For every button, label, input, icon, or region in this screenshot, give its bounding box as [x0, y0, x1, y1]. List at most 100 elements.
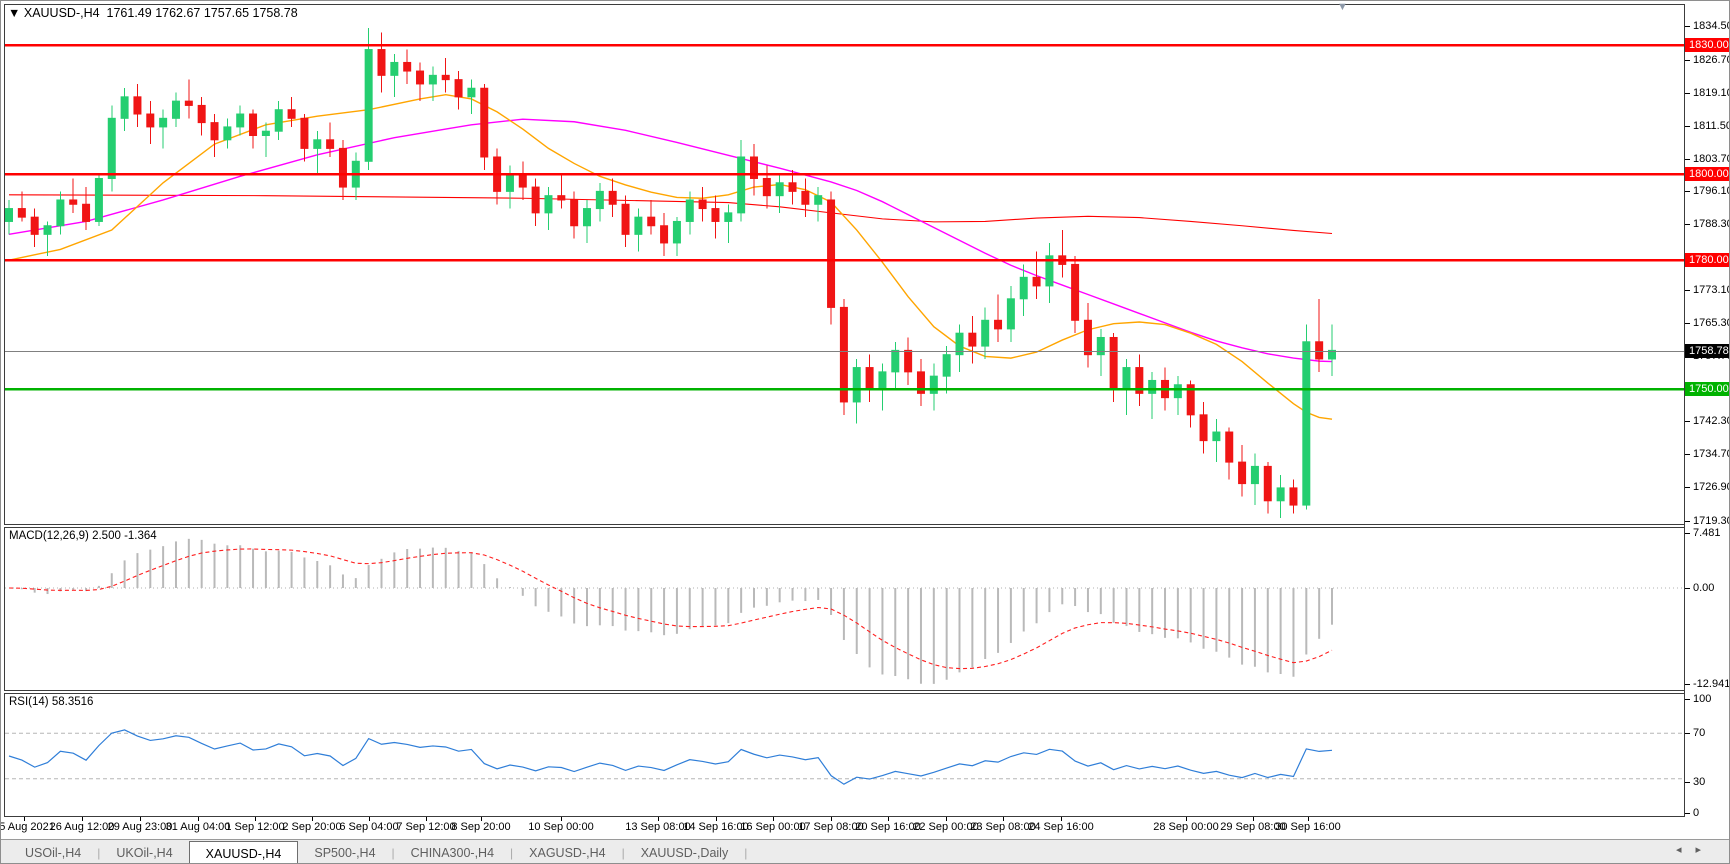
time-tick-label: 6 Sep 04:00	[339, 821, 399, 833]
tab-separator: |	[391, 845, 395, 860]
price-tick-mark	[1685, 126, 1690, 127]
macd-name: MACD(12,26,9)	[9, 530, 89, 542]
price-tick-label: 1765.30	[1693, 317, 1730, 329]
price-tick-mark	[1685, 191, 1690, 192]
time-tick-label: 29 Aug 23:00	[107, 821, 173, 833]
time-tick-mark	[946, 817, 947, 821]
macd-tick-mark	[1685, 588, 1690, 589]
tab-scroll-left-icon[interactable]: ◂	[1675, 844, 1696, 856]
time-tick-mark	[82, 817, 83, 821]
price-tick-label: 1819.10	[1693, 87, 1730, 99]
time-tick-mark	[1061, 817, 1062, 821]
time-tick-mark	[255, 817, 256, 821]
rsi-tick-mark	[1685, 813, 1690, 814]
time-tick-mark	[561, 817, 562, 821]
price-tick-label: 1811.50	[1693, 120, 1730, 132]
level-price-box: 1830.00	[1685, 38, 1729, 53]
tab-ukoil-h4[interactable]: UKOil-,H4	[116, 845, 173, 860]
price-tick-label: 1719.30	[1693, 515, 1730, 527]
tab-usoil-h4[interactable]: USOil-,H4	[25, 845, 82, 860]
price-tick-label: 1788.30	[1693, 218, 1730, 230]
price-axis-border	[1684, 4, 1685, 817]
price-tick-mark	[1685, 454, 1690, 455]
macd-indicator-label: MACD(12,26,9) 2.500 -1.364	[9, 530, 157, 542]
price-tick-mark	[1685, 224, 1690, 225]
level-price-box: 1780.00	[1685, 253, 1729, 268]
time-tick-mark	[198, 817, 199, 821]
rsi-pane[interactable]	[4, 693, 1685, 817]
time-tick-mark	[481, 817, 482, 821]
tab-xagusd-h4[interactable]: XAGUSD-,H4	[529, 845, 606, 860]
time-tick-mark	[658, 817, 659, 821]
price-tick-mark	[1685, 159, 1690, 160]
tab-separator: |	[621, 845, 625, 860]
time-tick-label: 28 Sep 00:00	[1153, 821, 1219, 833]
price-tick-label: 1726.90	[1693, 481, 1730, 493]
scroll-to-end-icon[interactable]: ▼	[1337, 1, 1348, 13]
chart-symbol-label: XAUUSD-,H4	[23, 6, 100, 20]
price-tick-mark	[1685, 487, 1690, 488]
rsi-indicator-label: RSI(14) 58.3516	[9, 696, 93, 708]
time-tick-mark	[1003, 817, 1004, 821]
time-tick-label: 1 Sep 12:00	[225, 821, 285, 833]
macd-tick-label: 0.00	[1693, 582, 1715, 594]
time-tick-label: 14 Sep 16:00	[683, 821, 749, 833]
rsi-tick-label: 100	[1693, 693, 1712, 705]
time-tick-mark	[369, 817, 370, 821]
rsi-tick-label: 70	[1693, 727, 1706, 739]
price-tick-label: 1796.10	[1693, 185, 1730, 197]
tab-separator: |	[97, 845, 101, 860]
tab-xauusd-daily[interactable]: XAUUSD-,Daily	[640, 845, 729, 860]
rsi-name: RSI(14)	[9, 696, 49, 708]
rsi-tick-label: 0	[1693, 807, 1700, 819]
time-tick-mark	[831, 817, 832, 821]
tab-scroll-right-icon[interactable]: ▸	[1695, 844, 1715, 856]
tabbar-left-pad	[1, 840, 9, 863]
rsi-tick-mark	[1685, 733, 1690, 734]
macd-pane[interactable]	[4, 527, 1685, 691]
time-tick-mark	[312, 817, 313, 821]
time-tick-label: 7 Sep 12:00	[396, 821, 456, 833]
tab-sp500-h4[interactable]: SP500-,H4	[314, 845, 376, 860]
price-tick-label: 1834.50	[1693, 20, 1730, 32]
time-tick-mark	[888, 817, 889, 821]
price-tick-mark	[1685, 421, 1690, 422]
macd-tick-mark	[1685, 533, 1690, 534]
level-price-box: 1800.00	[1685, 167, 1729, 182]
time-tick-label: 13 Sep 08:00	[625, 821, 691, 833]
price-tick-mark	[1685, 521, 1690, 522]
collapse-arrow-icon[interactable]: ▼	[8, 6, 21, 20]
time-tick-mark	[1253, 817, 1254, 821]
chart-ohlc-values: 1761.49 1762.67 1757.65 1758.78	[106, 6, 298, 20]
rsi-tick-label: 30	[1693, 776, 1706, 788]
time-tick-mark	[140, 817, 141, 821]
time-tick-mark	[773, 817, 774, 821]
time-tick-label: 23 Sep 08:00	[970, 821, 1036, 833]
time-tick-mark	[716, 817, 717, 821]
time-tick-label: 24 Sep 16:00	[1028, 821, 1094, 833]
price-tick-label: 1803.70	[1693, 153, 1730, 165]
time-tick-label: 30 Sep 16:00	[1275, 821, 1341, 833]
tab-scroll-arrows[interactable]: ◂▸	[1676, 843, 1715, 856]
macd-tick-mark	[1685, 684, 1690, 685]
tab-china300-h4[interactable]: CHINA300-,H4	[410, 845, 495, 860]
tab-xauusd-h4[interactable]: XAUUSD-,H4	[188, 841, 299, 863]
time-tick-label: 31 Aug 04:00	[165, 821, 231, 833]
rsi-tick-mark	[1685, 782, 1690, 783]
rsi-tick-mark	[1685, 699, 1690, 700]
price-chart-pane[interactable]	[4, 4, 1685, 525]
rsi-current-value: 58.3516	[51, 696, 94, 708]
macd-tick-label: -12.941	[1693, 678, 1730, 690]
level-price-box: 1750.00	[1685, 382, 1729, 397]
time-tick-label: 26 Aug 12:00	[49, 821, 115, 833]
price-tick-mark	[1685, 290, 1690, 291]
time-tick-mark	[426, 817, 427, 821]
price-tick-label: 1734.70	[1693, 448, 1730, 460]
price-tick-label: 1826.70	[1693, 54, 1730, 66]
time-tick-label: 8 Sep 20:00	[451, 821, 511, 833]
time-tick-label: 22 Sep 00:00	[913, 821, 979, 833]
price-tick-mark	[1685, 60, 1690, 61]
price-tick-label: 1742.30	[1693, 415, 1730, 427]
current-price-box: 1758.78	[1685, 344, 1729, 359]
